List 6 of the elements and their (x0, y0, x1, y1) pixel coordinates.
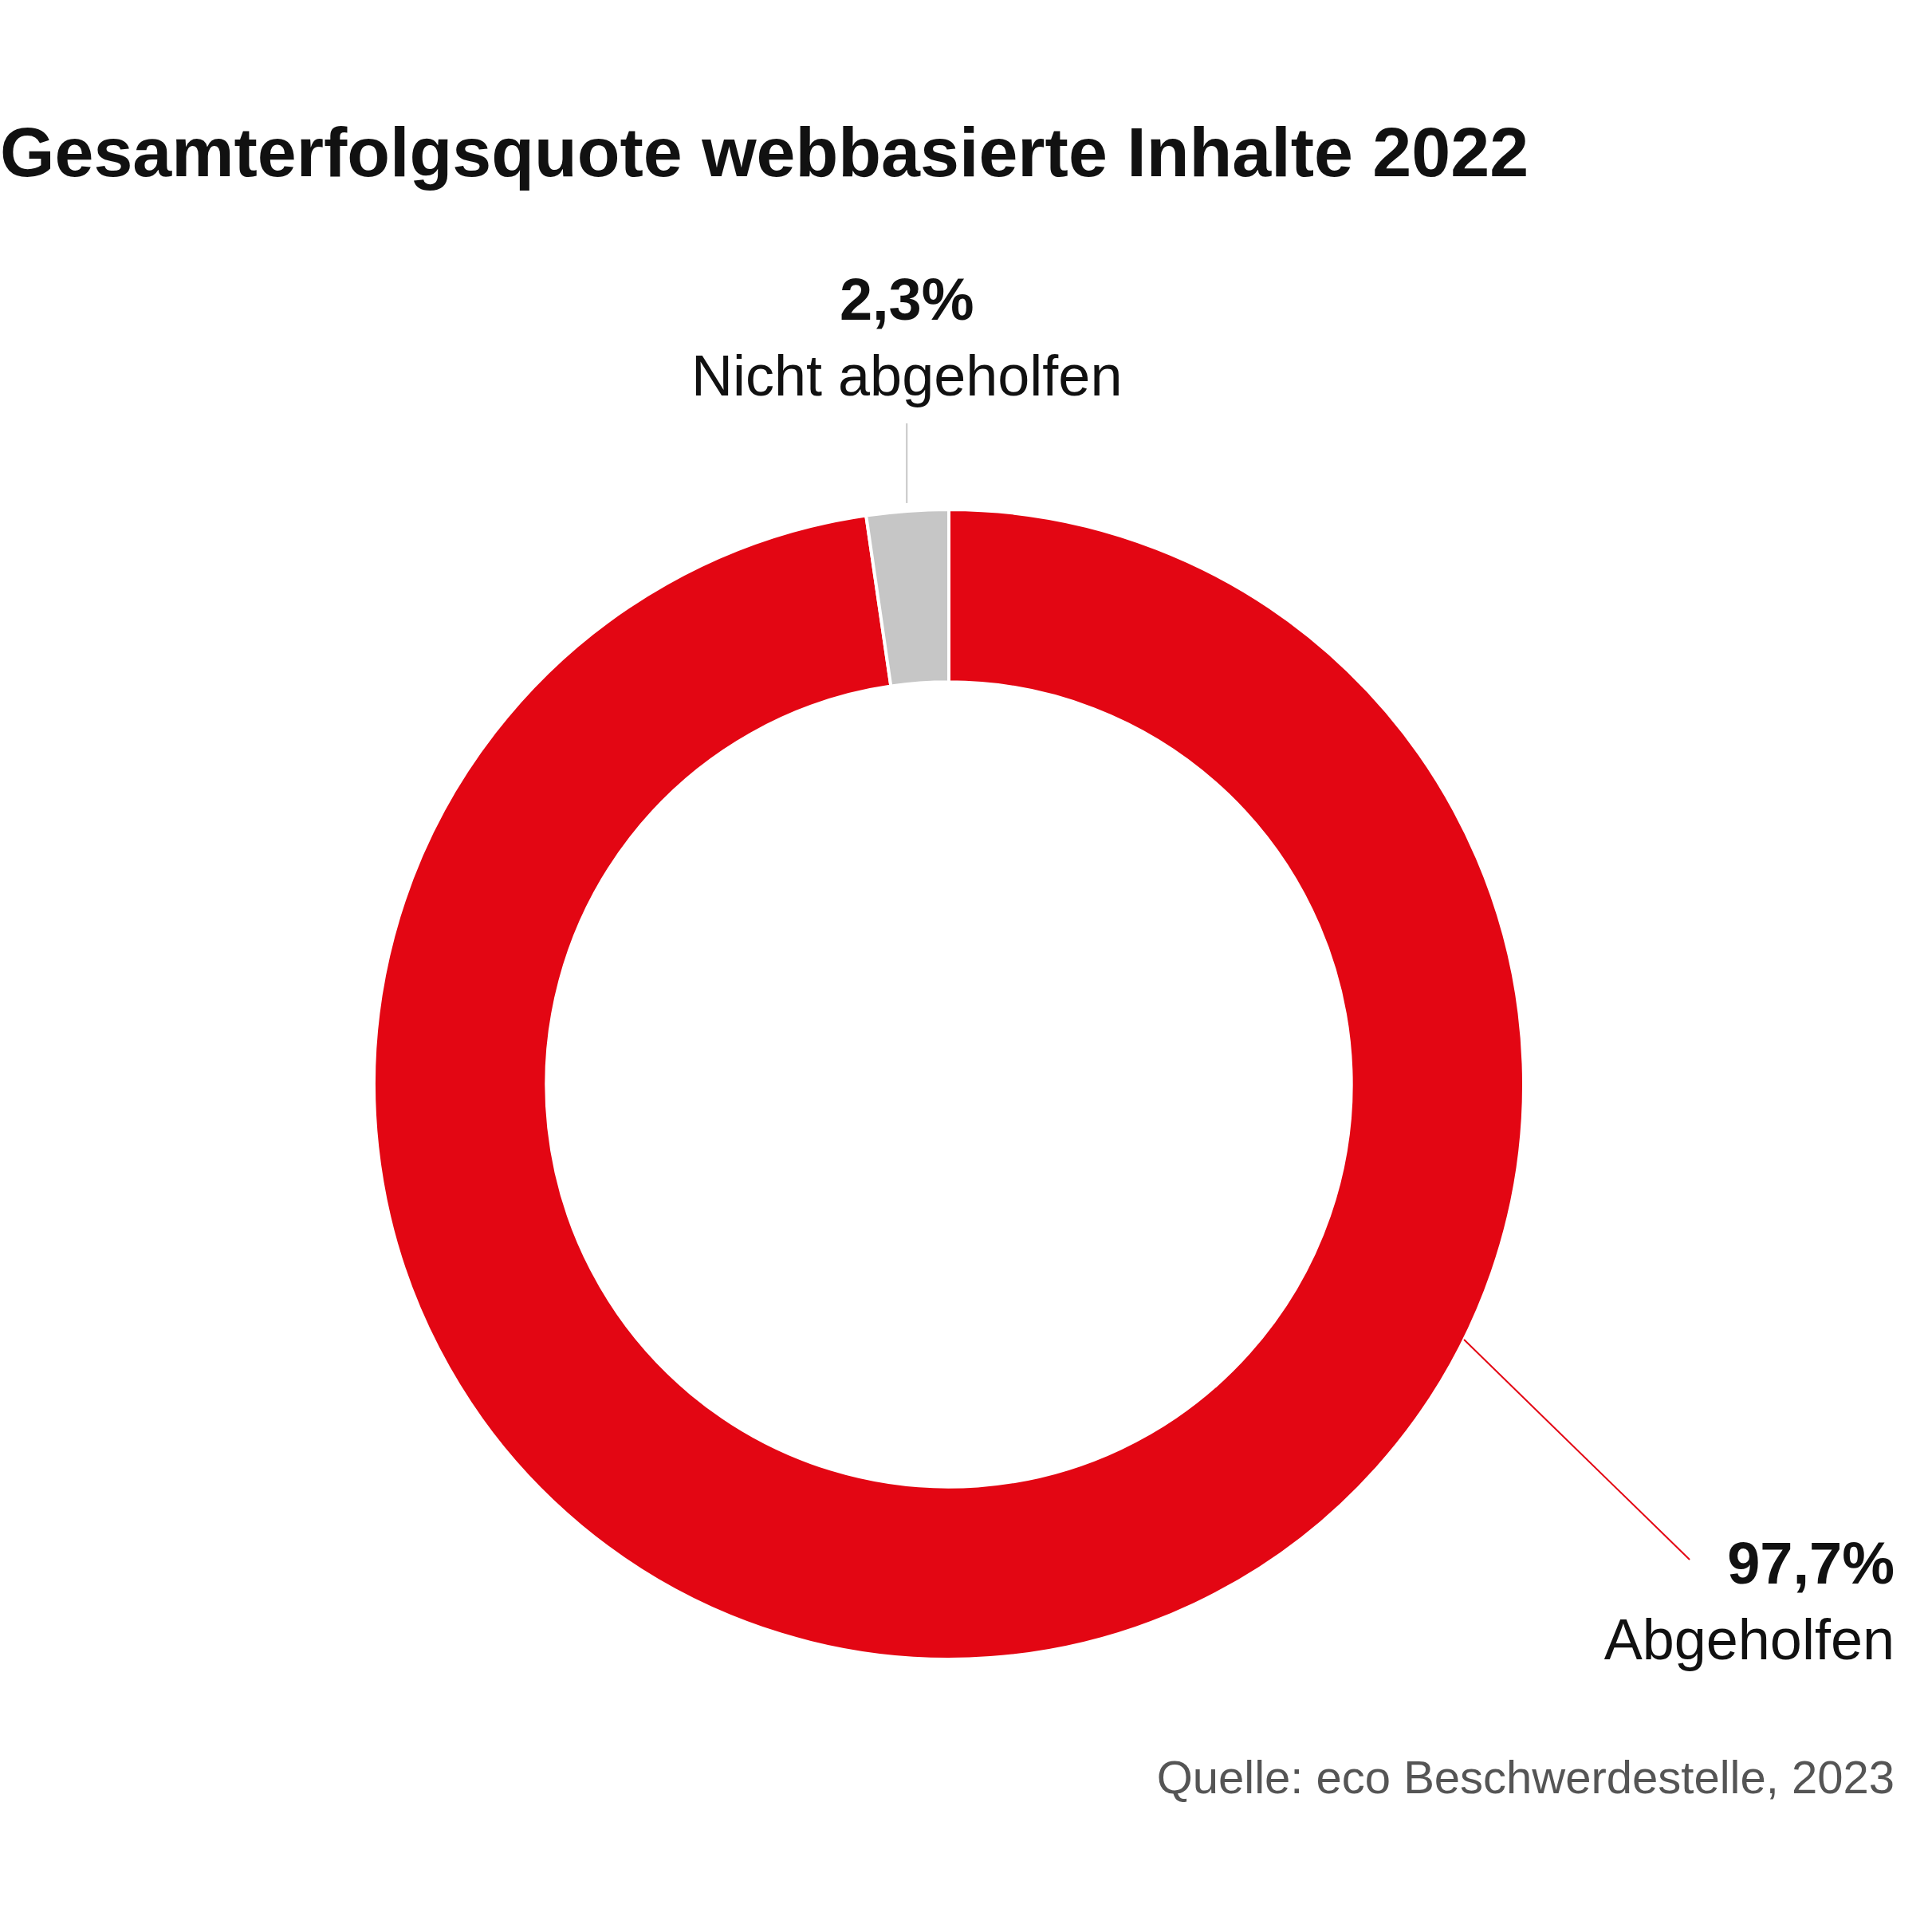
data-label: 97,7% (1727, 1530, 1895, 1597)
slice-label: Abgeholfen (1603, 1607, 1895, 1672)
source-note: Quelle: eco Beschwerdestelle, 2023 (1156, 1750, 1895, 1804)
data-label: 2,3% (839, 266, 974, 332)
chart-title: Gesamterfolgsquote webbasierte Inhalte 2022 (0, 112, 1529, 193)
slice-label: Nicht abgeholfen (691, 343, 1123, 407)
